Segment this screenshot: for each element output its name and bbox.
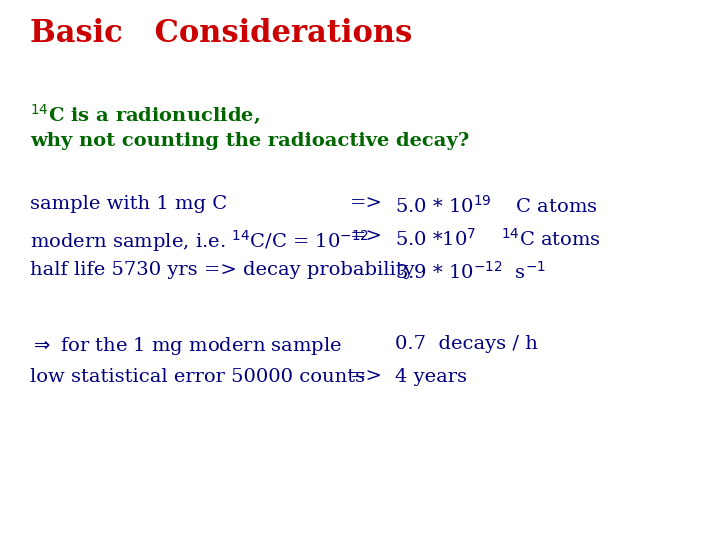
Text: 0.7  decays / h: 0.7 decays / h bbox=[395, 335, 538, 353]
Text: 3.9 * 10$^{-12}$  s$^{-1}$: 3.9 * 10$^{-12}$ s$^{-1}$ bbox=[395, 261, 546, 283]
Text: 5.0 * 10$^{19}$    C atoms: 5.0 * 10$^{19}$ C atoms bbox=[395, 195, 598, 217]
Text: half life 5730 yrs => decay probability: half life 5730 yrs => decay probability bbox=[30, 261, 415, 279]
Text: sample with 1 mg C: sample with 1 mg C bbox=[30, 195, 227, 213]
Text: low statistical error 50000 counts: low statistical error 50000 counts bbox=[30, 368, 365, 386]
Text: why not counting the radioactive decay?: why not counting the radioactive decay? bbox=[30, 132, 469, 150]
Text: modern sample, i.e. $^{14}$C/C = 10$^{-12}$: modern sample, i.e. $^{14}$C/C = 10$^{-1… bbox=[30, 228, 369, 254]
Text: =>: => bbox=[350, 368, 383, 386]
Text: $\Rightarrow$ for the 1 mg modern sample: $\Rightarrow$ for the 1 mg modern sample bbox=[30, 335, 342, 357]
Text: Basic   Considerations: Basic Considerations bbox=[30, 18, 413, 49]
Text: =>: => bbox=[350, 195, 383, 213]
Text: =>: => bbox=[350, 228, 383, 246]
Text: 5.0 *10$^{7}$    $^{14}$C atoms: 5.0 *10$^{7}$ $^{14}$C atoms bbox=[395, 228, 601, 250]
Text: $^{14}$C is a radionuclide,: $^{14}$C is a radionuclide, bbox=[30, 102, 260, 126]
Text: 4 years: 4 years bbox=[395, 368, 467, 386]
